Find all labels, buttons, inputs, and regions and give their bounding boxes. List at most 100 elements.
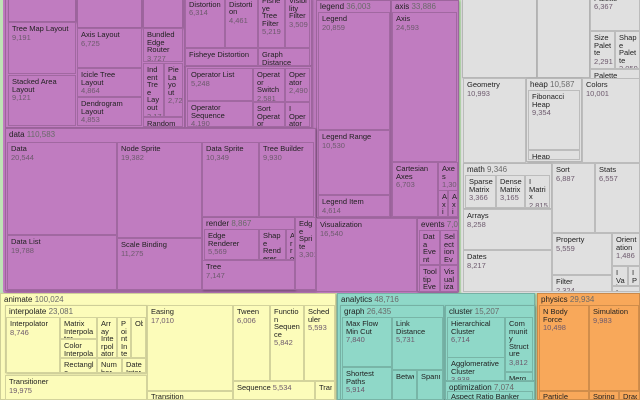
treemap-cell-shape-renderer[interactable]: Shape Renderer2,247 (259, 229, 286, 260)
treemap-cell-fibonacci-heap[interactable]: Fibonacci Heap 9,354 (528, 90, 580, 150)
treemap-cell-interpolator[interactable]: Interpolator 8,746 (6, 317, 60, 373)
treemap-cell[interactable] (462, 0, 537, 78)
treemap-cell-object-interpolator[interactable]: Object Interpolator1,629 (131, 317, 146, 358)
treemap-cell-icicle-tree-layout[interactable]: Icicle Tree Layout 4,864 (77, 68, 142, 97)
treemap-cell-dense-matrix[interactable]: Dense Matrix 3,165 (496, 175, 525, 208)
treemap-cell[interactable] (77, 0, 142, 28)
treemap-cell-size-palette[interactable]: Size Palette 2,291 (590, 31, 615, 69)
treemap-cell-max-flow-min-cut[interactable]: Max Flow Min Cut 7,840 (342, 317, 392, 367)
treemap-cell[interactable] (537, 0, 590, 78)
treemap-cell-visualization[interactable]: Visualization 16,540 (316, 218, 417, 292)
treemap-cell-spring[interactable]: Spring (589, 391, 619, 400)
treemap-cell-data-list[interactable]: Data List 19,788 (7, 235, 117, 290)
treemap-cell-transition[interactable]: Transition (147, 391, 233, 400)
treemap-cell-i-value-proxy[interactable]: I Value Proxy (612, 266, 628, 286)
treemap-cell-filter[interactable]: Filter 2,324 (552, 275, 612, 292)
treemap-cell-tooltip-event[interactable]: Tooltip Event1,701 (419, 265, 440, 292)
treemap-cell-axis[interactable]: Axis 24,593 (392, 12, 457, 162)
treemap-cell-betweenness-centrality[interactable]: Betweenness Centrality3,534 (392, 370, 417, 400)
treemap-cell-tree[interactable]: Tree 7,147 (202, 260, 295, 290)
treemap-cell-stats[interactable]: Stats 6,557 (595, 163, 640, 233)
treemap-cell-geometry[interactable]: Geometry 10,993 (463, 78, 526, 163)
treemap-cell-visibility-filter[interactable]: Visibility Filter 3,509 (285, 0, 310, 48)
treemap-cell-visualization-event[interactable]: Visualization Event1,117 (440, 265, 458, 292)
treemap-cell-legend-item[interactable]: Legend Item 4,614 (318, 195, 390, 217)
treemap-cell-data[interactable]: Data 20,544 (7, 142, 117, 235)
treemap-cell-scale-binding[interactable]: Scale Binding 11,275 (117, 238, 202, 290)
treemap-cell-tween[interactable]: Tween 6,006 (233, 305, 270, 381)
treemap-cell-n-body-force[interactable]: N Body Force 10,498 (539, 305, 589, 391)
treemap-cell-operator-list[interactable]: Operator List 5,248 (187, 68, 253, 101)
treemap-cell-data-event[interactable]: Data Event2,313 (419, 230, 440, 265)
treemap-cell-axis-label[interactable]: Axis Label636 (448, 190, 458, 217)
treemap-cell-operator-sequence[interactable]: Operator Sequence 4,190 (187, 101, 253, 127)
treemap-cell-arrays[interactable]: Arrays 8,258 (463, 209, 552, 250)
treemap-cell-matrix-interpolator[interactable]: Matrix Interpolator (60, 317, 97, 339)
treemap-cell-scheduler[interactable]: Scheduler 5,593 (304, 305, 335, 381)
treemap-cell-heap[interactable]: Heap (528, 150, 580, 160)
treemap-cell-merge-edge[interactable]: Merge Edge (505, 372, 533, 381)
treemap-cell-cartesian-axes[interactable]: Cartesian Axes 6,703 (392, 162, 438, 217)
treemap-cell-stacked-area-layout[interactable]: Stacked Area Layout 9,121 (8, 75, 76, 126)
treemap-cell-indent-tree-layout[interactable]: Indent Tree Layout 3,174 (143, 63, 164, 117)
treemap-cell-axis-grid-line[interactable]: Axis Grid Line652 (438, 190, 448, 217)
treemap-cell-color-palette[interactable]: Color Palette6,367 (590, 0, 640, 31)
treemap-cell-edge-sprite[interactable]: Edge Sprite 3,301 (295, 217, 316, 290)
treemap-cell-function-sequence[interactable]: Function Sequence 5,842 (270, 305, 304, 381)
treemap-cell-sparse-matrix[interactable]: Sparse Matrix 3,366 (465, 175, 496, 208)
treemap-cell-shape-palette[interactable]: Shape Palette 2,059 (615, 31, 640, 69)
treemap-cell-transitioner[interactable]: Transitioner 19,975 (5, 375, 147, 400)
treemap-cell-property[interactable]: Property 5,559 (552, 233, 612, 275)
treemap-cell-dendrogram-layout[interactable]: Dendrogram Layout 4,853 (77, 97, 142, 126)
treemap-cell-colors[interactable]: Colors 10,001 (582, 78, 640, 163)
treemap-cell-dates[interactable]: Dates 8,217 (463, 250, 552, 292)
treemap-cell-sequence[interactable]: Sequence 5,534 (233, 381, 315, 400)
treemap-cell-i-operator[interactable]: I Operator1,286 (285, 102, 310, 127)
treemap-cell-random[interactable]: Random (143, 117, 183, 127)
treemap-cell-easing[interactable]: Easing 17,010 (147, 305, 233, 391)
treemap-cell-axis-layout[interactable]: Axis Layout 6,725 (77, 28, 142, 68)
treemap-cell-aspect-ratio-banker[interactable]: Aspect Ratio Banker (447, 391, 533, 400)
treemap-cell-color-interpolator[interactable]: Color Interpolator (60, 339, 97, 358)
treemap-cell-edge-renderer[interactable]: Edge Renderer 5,569 (204, 229, 259, 260)
treemap-cell-arrow-type[interactable]: Arrow Type (286, 229, 295, 260)
treemap-cell-tree-builder[interactable]: Tree Builder 9,930 (259, 142, 314, 217)
treemap-cell-array-interpolator[interactable]: Array Interpolator1,983 (97, 317, 117, 358)
treemap-cell-shortest-paths[interactable]: Shortest Paths 5,914 (342, 367, 392, 400)
treemap-cell-operator[interactable]: Operator 2,490 (285, 68, 310, 102)
treemap-cell-fisheye-tree-filter[interactable]: Fisheye Tree Filter 5,219 (258, 0, 285, 48)
treemap-cell-point-interpolator[interactable]: Point Interpolator1,675 (117, 317, 131, 358)
treemap-cell-data-sprite[interactable]: Data Sprite 10,349 (202, 142, 259, 217)
treemap-cell[interactable] (8, 0, 76, 22)
treemap-cell-transition-event[interactable]: Transition Event1,116 (315, 381, 335, 400)
treemap-cell-operator-switch[interactable]: Operator Switch 2,581 (253, 68, 285, 102)
treemap-cell-legend[interactable]: Legend 20,859 (318, 12, 390, 130)
treemap-cell-date-interpolator[interactable]: Date Interpolator (122, 358, 146, 373)
treemap-cell-agglomerative-cluster[interactable]: Agglomerative Cluster 3,938 (447, 357, 505, 381)
treemap-cell-drag-force[interactable]: Drag Force (619, 391, 640, 400)
treemap-cell-i-matrix[interactable]: I Matrix 2,815 (525, 175, 550, 208)
treemap-cell[interactable] (143, 0, 183, 28)
treemap-cell-spanning-tree[interactable]: Spanning Tree3,416 (417, 370, 443, 400)
treemap-cell-rectangle-interpolator[interactable]: Rectangle Interpolator (60, 358, 97, 373)
treemap-cell-particle[interactable]: Particle (539, 391, 589, 400)
treemap-cell-sort[interactable]: Sort 6,887 (552, 163, 595, 233)
treemap-cell-number-interpolator[interactable]: Number Interpolator (97, 358, 122, 373)
treemap-cell-i-property-proxy[interactable]: I Property Proxy (628, 266, 640, 286)
treemap-cell-fisheye-distortion[interactable]: Fisheye Distortion (185, 48, 258, 66)
treemap-cell-bundled-edge-router[interactable]: Bundled Edge Router 3,727 (143, 28, 183, 62)
treemap-cell-simulation[interactable]: Simulation 9,983 (589, 305, 639, 391)
treemap-cell-selection-event[interactable]: Selection Event1,880 (440, 230, 458, 265)
treemap-cell-legend-range[interactable]: Legend Range 10,530 (318, 130, 390, 195)
treemap-cell-community-structure[interactable]: Community Structure 3,812 (505, 317, 533, 372)
treemap-cell-tree-map-layout[interactable]: Tree Map Layout 9,191 (8, 22, 76, 74)
treemap-cell-orientation[interactable]: Orientation 1,486 (612, 233, 640, 266)
treemap-cell-i[interactable]: I (612, 286, 640, 292)
treemap-cell-link-distance[interactable]: Link Distance 5,731 (392, 317, 443, 370)
treemap-cell-graph-distance-filter[interactable]: Graph Distance Filter (258, 48, 310, 66)
